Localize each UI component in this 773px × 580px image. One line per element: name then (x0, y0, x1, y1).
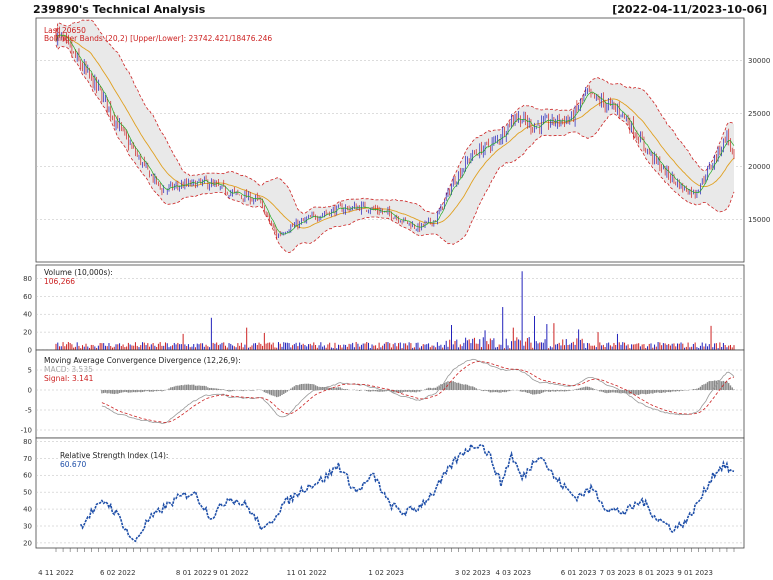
rsi-line (79, 442, 735, 543)
y-tick-label: 30 (23, 523, 32, 531)
y-tick-label: 20000 (748, 163, 770, 171)
bbands-label: Bollinger Bands (20,2) [Upper/Lower]: 23… (44, 34, 272, 43)
y-tick-label: 60 (23, 472, 32, 480)
bollinger-lower-line (55, 44, 735, 254)
y-tick-label: 20 (23, 539, 32, 547)
y-tick-label: 15000 (748, 216, 770, 224)
signal-value-label: Signal: 3.141 (44, 374, 94, 383)
panel-frame (35, 349, 745, 439)
moving-average-line (55, 34, 735, 229)
y-tick-label: 20 (23, 329, 32, 337)
panel-frame (35, 264, 745, 351)
y-tick-label: 80 (23, 275, 32, 283)
x-tick-label: 4 03 2023 (495, 569, 531, 577)
x-tick-label: 8 01 2022 (176, 569, 212, 577)
rsi-title: Relative Strength Index (14): (60, 451, 168, 460)
y-tick-label: 30000 (748, 57, 770, 65)
fast-ma-line (55, 34, 735, 235)
y-tick-label: 60 (23, 293, 32, 301)
y-tick-label: -5 (25, 407, 32, 415)
macd-value-label: MACD: 3.535 (44, 365, 93, 374)
rsi-last-label: 60.670 (60, 460, 86, 469)
bollinger-upper-line (55, 19, 735, 215)
x-axis: 4 11 2022 6 02 2022 8 01 2022 9 01 2022 11 0… (38, 548, 735, 577)
y-tick-label: 5 (28, 367, 32, 375)
y-tick-label: 0 (28, 347, 32, 355)
x-tick-label: 6 02 2022 (100, 569, 136, 577)
y-tick-label: 40 (23, 311, 32, 319)
y-tick-label: 0 (28, 387, 32, 395)
x-tick-label: 9 01 2023 (677, 569, 713, 577)
chart-title: 239890's Technical Analysis (33, 3, 206, 16)
x-tick-label: 9 01 2022 (213, 569, 249, 577)
price-last-label: Last 20650 (44, 26, 86, 35)
y-tick-label: 25000 (748, 110, 770, 118)
y-tick-label: 50 (23, 489, 32, 497)
volume-panel: 80 60 40 20 0 (23, 264, 745, 355)
macd-line (101, 358, 735, 424)
x-tick-label: 3 02 2023 (455, 569, 491, 577)
y-tick-label: 70 (23, 455, 32, 463)
y-tick-label: 40 (23, 506, 32, 514)
macd-title: Moving Average Convergence Divergence (1… (44, 356, 241, 365)
x-tick-label: 6 01 2023 (561, 569, 597, 577)
x-tick-label: 8 01 2023 (638, 569, 674, 577)
volume-title: Volume (10,000s): (44, 268, 113, 277)
x-tick-label: 4 11 2022 (38, 569, 74, 577)
panel-frame (35, 437, 745, 549)
date-range: [2022-04-11/2023-10-06] (612, 3, 767, 16)
x-tick-label: 1 02 2023 (368, 569, 404, 577)
legends: Last 20650 Bollinger Bands (20,2) [Upper… (44, 26, 272, 469)
y-tick-label: -10 (21, 427, 32, 435)
signal-line (101, 361, 735, 423)
price-panel: 30000 25000 20000 15000 (35, 17, 770, 263)
volume-last-label: 106,266 (44, 277, 75, 286)
y-tick-label: 80 (23, 438, 32, 446)
x-tick-label: 7 03 2023 (600, 569, 636, 577)
x-tick-label: 11 01 2022 (287, 569, 327, 577)
rsi-panel: 80 70 60 50 40 30 20 (23, 437, 745, 549)
macd-panel: 5 0 -5 -10 (21, 349, 745, 439)
